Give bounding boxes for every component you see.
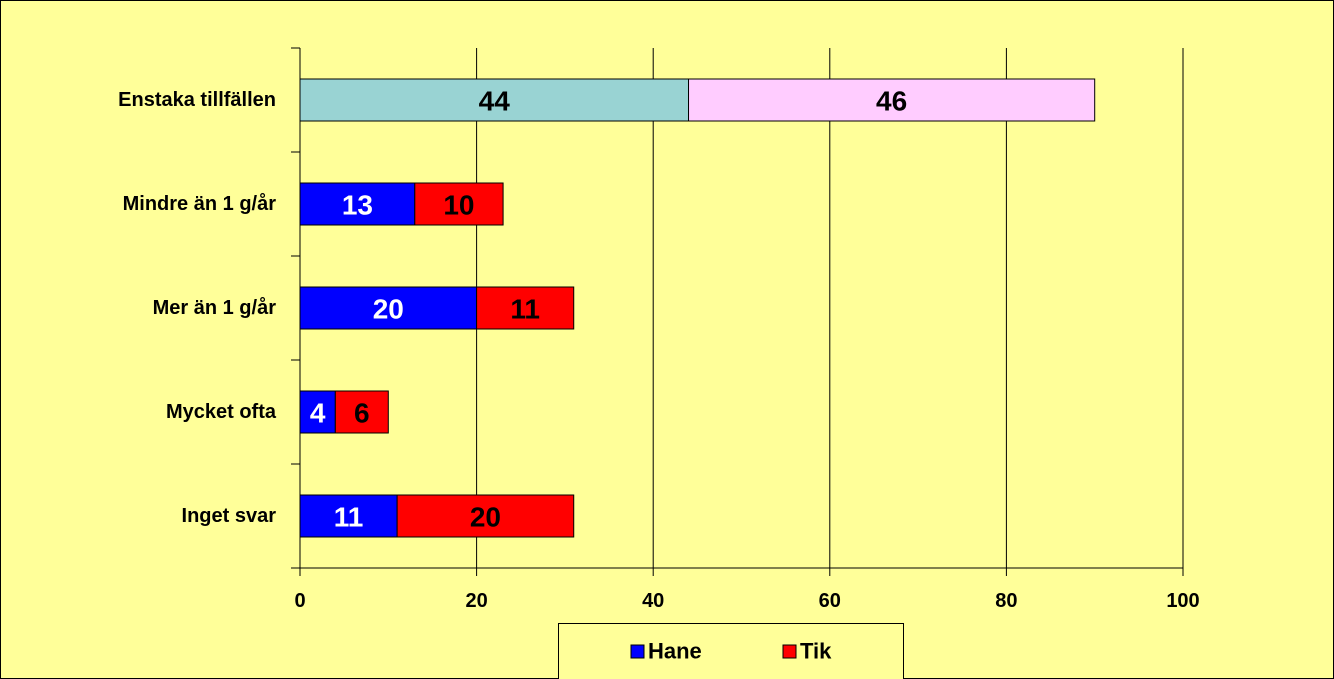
x-tick-label: 0 [294, 590, 305, 612]
x-tick-label: 100 [1166, 590, 1199, 612]
y-tick-label: Mindre än 1 g/år [123, 192, 277, 215]
legend-box [558, 623, 904, 679]
value-label: 4 [310, 398, 326, 429]
value-label: 20 [373, 294, 404, 325]
x-tick-label: 60 [819, 590, 841, 612]
bar [334, 390, 389, 434]
y-tick-label: Mer än 1 g/år [153, 296, 277, 319]
value-label: 6 [354, 398, 370, 429]
bar [688, 78, 1096, 122]
y-tick-label: Enstaka tillfällen [118, 89, 276, 111]
y-tick-label: Inget svar [182, 505, 277, 527]
x-tick-label: 20 [465, 590, 487, 612]
value-label: 10 [443, 190, 474, 221]
bar [299, 390, 336, 434]
bar [414, 182, 504, 226]
bar [476, 286, 575, 330]
value-label: 11 [510, 294, 540, 325]
bar [396, 494, 575, 538]
legend-swatch [630, 644, 645, 659]
bar [299, 182, 416, 226]
legend-label: Tik [800, 639, 832, 664]
x-tick-label: 40 [642, 590, 664, 612]
bar [299, 78, 690, 122]
value-label: 11 [334, 502, 364, 533]
value-label: 44 [479, 86, 511, 117]
bar [299, 494, 398, 538]
value-label: 20 [470, 502, 501, 533]
legend-label: Hane [648, 639, 702, 664]
y-tick-label: Mycket ofta [166, 401, 277, 423]
x-tick-label: 80 [995, 590, 1017, 612]
bar [299, 286, 478, 330]
value-label: 46 [876, 86, 907, 117]
legend-swatch [782, 644, 797, 659]
value-label: 13 [342, 190, 373, 221]
